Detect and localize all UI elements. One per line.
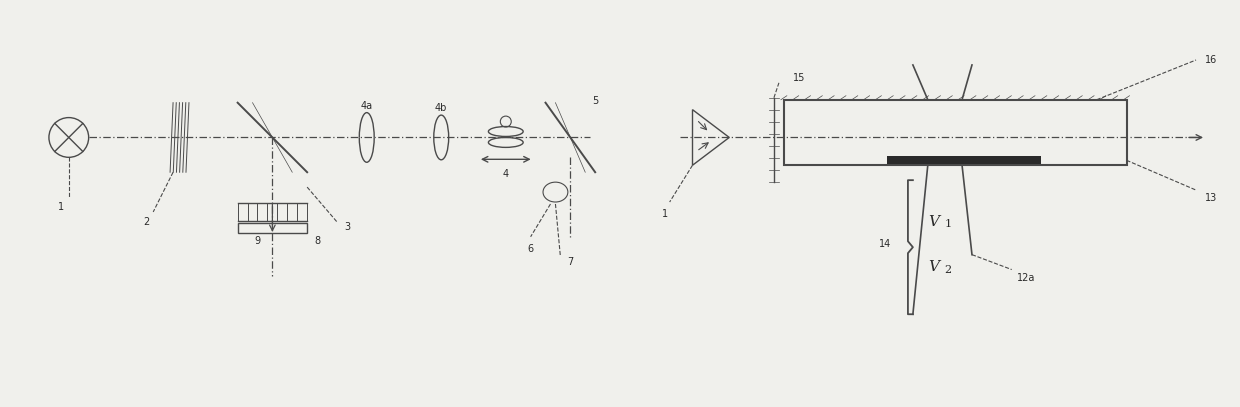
Text: 9: 9 (254, 236, 260, 246)
Text: 13: 13 (1205, 193, 1218, 203)
Text: 15: 15 (792, 73, 805, 83)
Text: 14: 14 (879, 239, 892, 249)
Text: 5: 5 (591, 96, 598, 106)
Text: 2: 2 (143, 217, 149, 227)
Text: 4b: 4b (435, 103, 448, 113)
Text: 6: 6 (527, 244, 533, 254)
Text: 4a: 4a (361, 101, 373, 111)
Text: 4: 4 (502, 169, 508, 179)
Text: 12a: 12a (1017, 273, 1035, 282)
Bar (238, 223, 308, 233)
Text: V: V (928, 215, 939, 230)
Bar (784, 100, 1126, 165)
Text: 1: 1 (662, 209, 668, 219)
Text: 16: 16 (1205, 55, 1218, 65)
Text: 1: 1 (58, 202, 64, 212)
Text: 8: 8 (314, 236, 320, 246)
Text: 2: 2 (945, 265, 952, 275)
Text: 3: 3 (343, 222, 350, 232)
Text: V: V (928, 260, 939, 274)
Text: 1: 1 (945, 219, 952, 229)
Bar (887, 156, 1040, 164)
Text: 7: 7 (567, 257, 573, 267)
